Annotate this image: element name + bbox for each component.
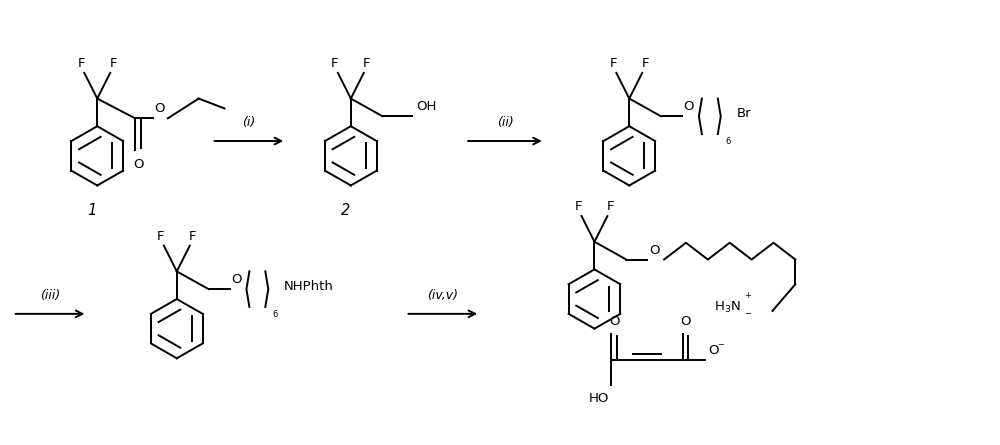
Text: O: O <box>231 273 242 286</box>
Text: HO: HO <box>589 392 609 405</box>
Text: O: O <box>133 158 143 171</box>
Text: 1: 1 <box>88 203 97 218</box>
Text: F: F <box>610 57 617 70</box>
Text: (ii): (ii) <box>497 116 513 129</box>
Text: F: F <box>157 230 165 243</box>
Text: O: O <box>681 315 691 328</box>
Text: O: O <box>155 102 165 115</box>
Text: F: F <box>109 57 117 70</box>
Text: $^+$: $^+$ <box>743 291 752 304</box>
Text: F: F <box>575 200 582 213</box>
Text: O: O <box>609 315 619 328</box>
Text: F: F <box>363 57 370 70</box>
Text: 2: 2 <box>341 203 350 218</box>
Text: O: O <box>708 344 718 357</box>
Text: (iv,v): (iv,v) <box>427 289 458 302</box>
Text: Br: Br <box>737 107 751 120</box>
Text: H$_3$N: H$_3$N <box>714 300 741 316</box>
Text: $^-$: $^-$ <box>743 310 752 324</box>
Text: F: F <box>331 57 339 70</box>
Text: O: O <box>649 243 659 257</box>
Text: F: F <box>641 57 649 70</box>
Text: F: F <box>189 230 196 243</box>
Text: (iii): (iii) <box>40 289 60 302</box>
Text: $_6$: $_6$ <box>725 134 732 147</box>
Text: $_6$: $_6$ <box>272 307 279 320</box>
Text: OH: OH <box>416 101 437 113</box>
Text: (i): (i) <box>242 116 256 129</box>
Text: $^-$: $^-$ <box>716 341 726 354</box>
Text: O: O <box>684 101 694 113</box>
Text: F: F <box>607 200 614 213</box>
Text: NHPhth: NHPhth <box>284 280 334 293</box>
Text: F: F <box>78 57 85 70</box>
